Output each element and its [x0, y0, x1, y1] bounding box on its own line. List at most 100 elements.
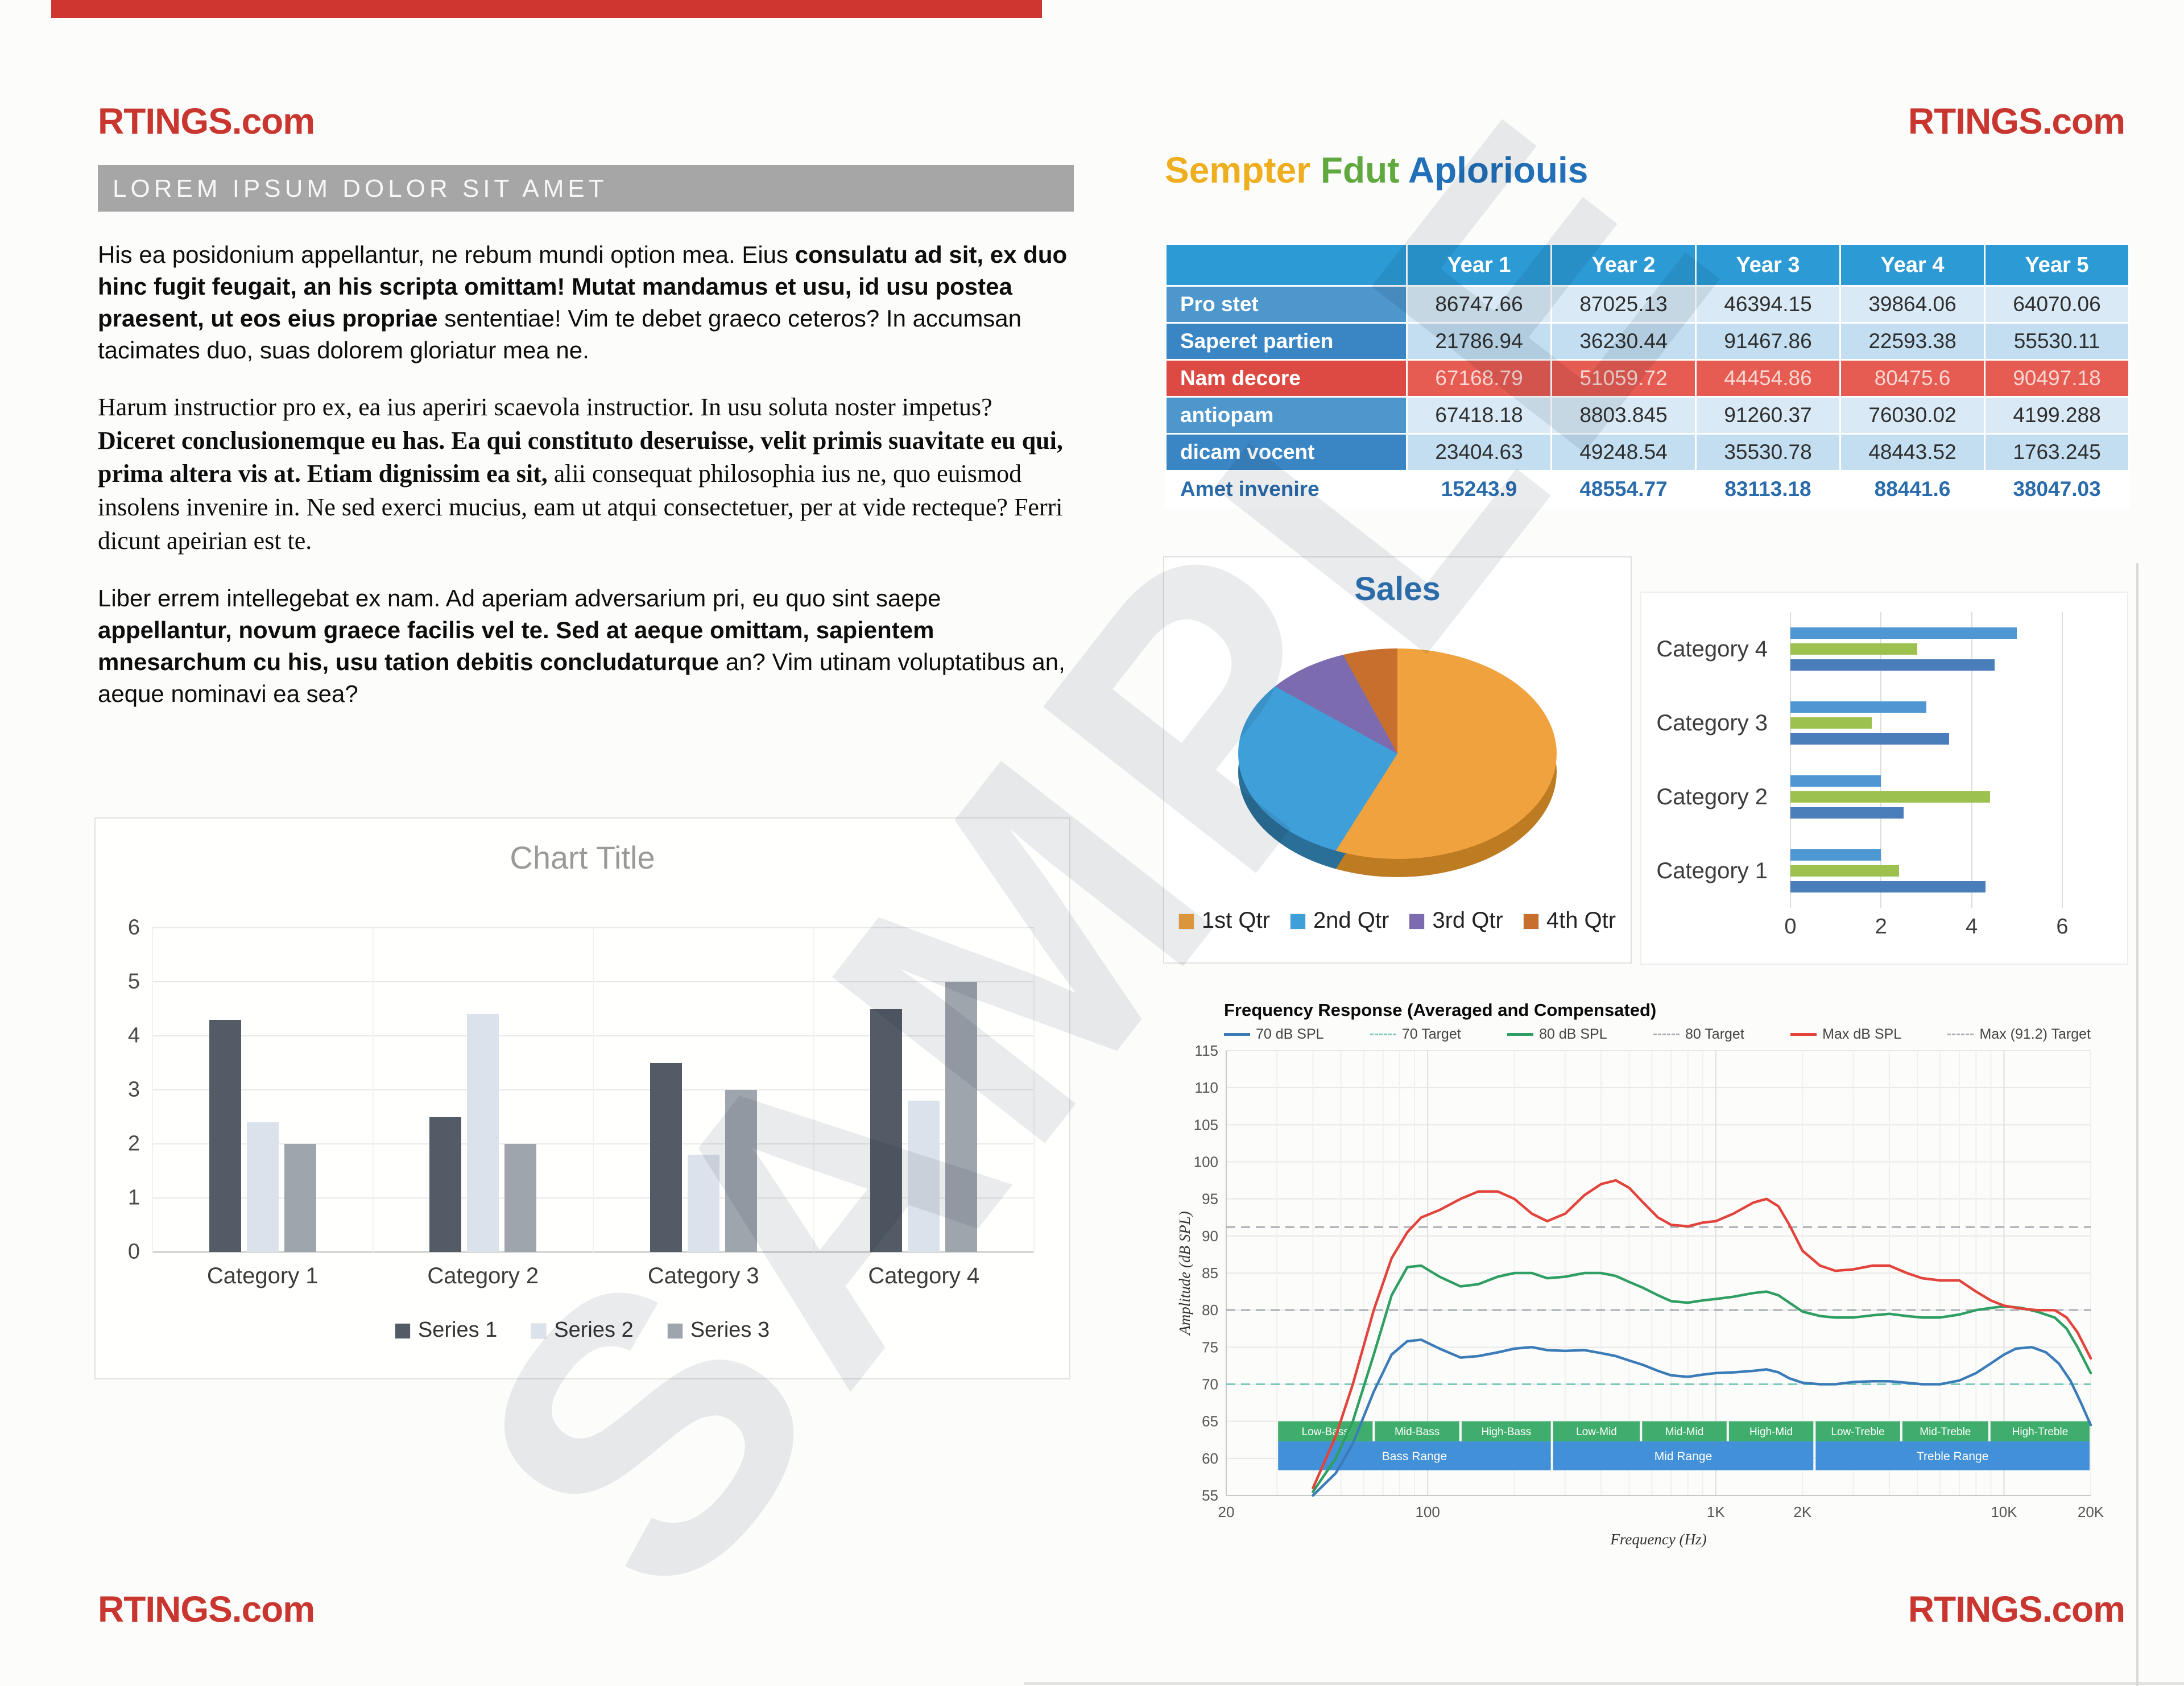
gridline — [1033, 928, 1035, 1252]
text-run: Harum instructior pro ex, ea ius aperiri… — [98, 393, 992, 422]
row-label: Nam decore — [1165, 359, 1408, 398]
y-tick-label: 70 — [1202, 1376, 1218, 1393]
row-label: Pro stet — [1165, 285, 1408, 324]
bar — [284, 1144, 316, 1252]
y-tick-label: 4 — [127, 1023, 140, 1048]
table-cell: 55530.11 — [1984, 322, 2130, 361]
x-tick-label: 20 — [1218, 1503, 1235, 1520]
band-segment — [1642, 1421, 1727, 1441]
legend-label: Series 2 — [554, 1318, 634, 1342]
column-header: Year 4 — [1839, 243, 1986, 287]
bar — [246, 1122, 279, 1252]
section-header-bar: LOREM IPSUM DOLOR SIT AMET — [98, 165, 1074, 212]
column-header: Year 2 — [1550, 243, 1697, 287]
band-label: High-Treble — [2012, 1426, 2069, 1438]
y-tick-label: 3 — [127, 1077, 140, 1102]
table-cell: 23404.63 — [1406, 433, 1552, 472]
y-tick-label: 110 — [1195, 1079, 1218, 1096]
gridline — [1971, 612, 1972, 908]
bar-groups — [152, 928, 1034, 1252]
gridline — [152, 928, 153, 1252]
bar-group — [1790, 760, 2062, 834]
band-segment — [1728, 1421, 1814, 1441]
legend-item: Series 1 — [395, 1318, 497, 1342]
table-cell: 8803.845 — [1550, 396, 1697, 435]
x-axis-label: Frequency (Hz) — [1610, 1531, 1706, 1548]
legend-line — [1653, 1034, 1680, 1035]
x-tick-label: 0 — [1784, 915, 1797, 939]
y-tick-label: 5 — [127, 969, 140, 994]
bar-group — [814, 928, 1035, 1252]
paragraph: Liber errem intellegebat ex nam. Ad aper… — [98, 582, 1074, 709]
bar — [1790, 717, 1872, 729]
gridline — [593, 928, 594, 1252]
bar — [945, 982, 978, 1252]
text-run: appellantur, novum graece facilis vel te… — [98, 616, 934, 675]
text-run: an? Vim utinam voluptatibus an, aeque no… — [98, 648, 1065, 707]
legend-item: 80 Target — [1653, 1026, 1744, 1043]
y-tick-label: 75 — [1202, 1338, 1218, 1356]
pie-legend: 1st Qtr 2nd Qtr 3rd Qtr 4th Qtr — [1164, 908, 1631, 933]
table-cell: 87025.13 — [1550, 285, 1697, 324]
gridline — [2062, 612, 2063, 908]
table-cell: 46394.15 — [1695, 285, 1841, 324]
column-chart-plot: 0 1 2 3 4 5 6 — [128, 916, 1035, 1264]
band-segment — [1902, 1421, 1988, 1441]
table-cell: 35530.78 — [1695, 433, 1841, 472]
bar — [429, 1117, 462, 1252]
x-tick-label: 10K — [1991, 1503, 2017, 1520]
y-tick-label: 90 — [1202, 1228, 1218, 1245]
bar — [1790, 775, 1881, 787]
hbar-category-labels: Category 4 Category 3 Category 2 Category 1 — [1651, 612, 1782, 908]
bar — [1790, 881, 1986, 892]
pie-chart-title: Sales — [1354, 571, 1441, 608]
table-cell: 48443.52 — [1839, 433, 1986, 472]
bar-group — [1790, 686, 2062, 760]
table-row: Saperet partien 21786.94 36230.44 91467.86 2… — [1165, 322, 2130, 361]
table-cell: 91467.86 — [1695, 322, 1841, 361]
table-body: Year 1 Year 2 Year 3 Year 4 Year 5 Pro stet 86… — [1165, 243, 2130, 509]
paragraph: Harum instructior pro ex, ea ius aperiri… — [98, 391, 1074, 557]
legend-item: Max (91.2) Target — [1947, 1026, 2091, 1043]
band-segment — [1990, 1421, 2090, 1441]
legend-item: Series 2 — [531, 1318, 634, 1342]
x-tick-label: 1K — [1707, 1503, 1725, 1520]
bar-group — [1790, 612, 2062, 686]
pie-body — [1238, 648, 1557, 859]
legend-label: 80 dB SPL — [1539, 1026, 1607, 1042]
table-cell: 67418.18 — [1406, 396, 1552, 435]
column-chart: Chart Title 0 1 2 3 4 5 6 Category 1 Category 2… — [94, 817, 1070, 1379]
table-cell: 48554.77 — [1550, 470, 1697, 509]
bar-group — [152, 928, 373, 1252]
bar — [1790, 627, 2017, 639]
x-tick-label: 100 — [1415, 1503, 1440, 1520]
column-header: Year 3 — [1695, 243, 1841, 287]
data-table: Year 1 Year 2 Year 3 Year 4 Year 5 Pro stet 86… — [1165, 243, 2130, 509]
table-header-row: Year 1 Year 2 Year 3 Year 4 Year 5 — [1165, 243, 2130, 287]
band-segment — [1553, 1421, 1640, 1441]
legend-label: Series 3 — [690, 1318, 770, 1342]
legend-item: 70 Target — [1370, 1026, 1461, 1043]
band-label: Mid-Mid — [1665, 1426, 1704, 1438]
table-cell: 80475.6 — [1839, 359, 1986, 398]
table-cell: 39864.06 — [1839, 285, 1986, 324]
brand-logo-bottom-left: RTINGS.com — [98, 1589, 315, 1630]
hbar-x-ticks: 0 2 4 6 — [1784, 915, 2068, 945]
bar-group — [1790, 834, 2062, 908]
hbar-plot — [1790, 612, 2063, 908]
bar-group — [373, 928, 594, 1252]
band-label: Low-Bass — [1302, 1426, 1349, 1438]
row-label: Amet invenire — [1165, 470, 1408, 509]
table-cell: 51059.72 — [1550, 359, 1697, 398]
heading-word: Aploriouis — [1399, 150, 1589, 191]
legend-item: 3rd Qtr — [1409, 908, 1503, 933]
legend-swatch — [667, 1323, 682, 1338]
legend-label: 2nd Qtr — [1313, 908, 1389, 933]
legend-item: 1st Qtr — [1178, 908, 1270, 933]
table-row: Pro stet 86747.66 87025.13 46394.15 39864.06… — [1165, 285, 2130, 324]
bar — [467, 1014, 499, 1252]
table-row: Amet invenire 15243.9 48554.77 83113.18 8844… — [1165, 470, 2130, 509]
row-label: dicam vocent — [1165, 433, 1408, 472]
bar — [1790, 643, 1918, 655]
